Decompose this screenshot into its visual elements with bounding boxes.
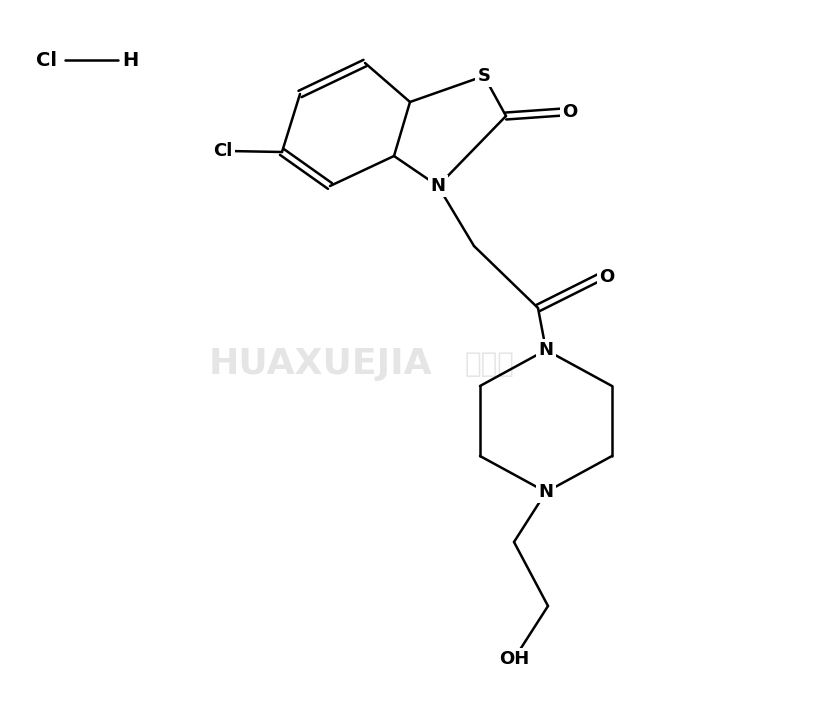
Text: N: N bbox=[538, 483, 552, 501]
Text: Cl: Cl bbox=[36, 51, 57, 69]
Text: Cl: Cl bbox=[213, 142, 232, 160]
Text: H: H bbox=[122, 51, 138, 69]
Text: O: O bbox=[562, 103, 577, 121]
Text: HUAXUEJIA: HUAXUEJIA bbox=[208, 347, 432, 381]
Text: 化学家: 化学家 bbox=[465, 350, 514, 378]
Text: OH: OH bbox=[499, 650, 528, 668]
Text: N: N bbox=[430, 177, 445, 195]
Text: O: O bbox=[599, 268, 614, 286]
Text: N: N bbox=[538, 341, 552, 359]
Text: S: S bbox=[477, 67, 490, 85]
